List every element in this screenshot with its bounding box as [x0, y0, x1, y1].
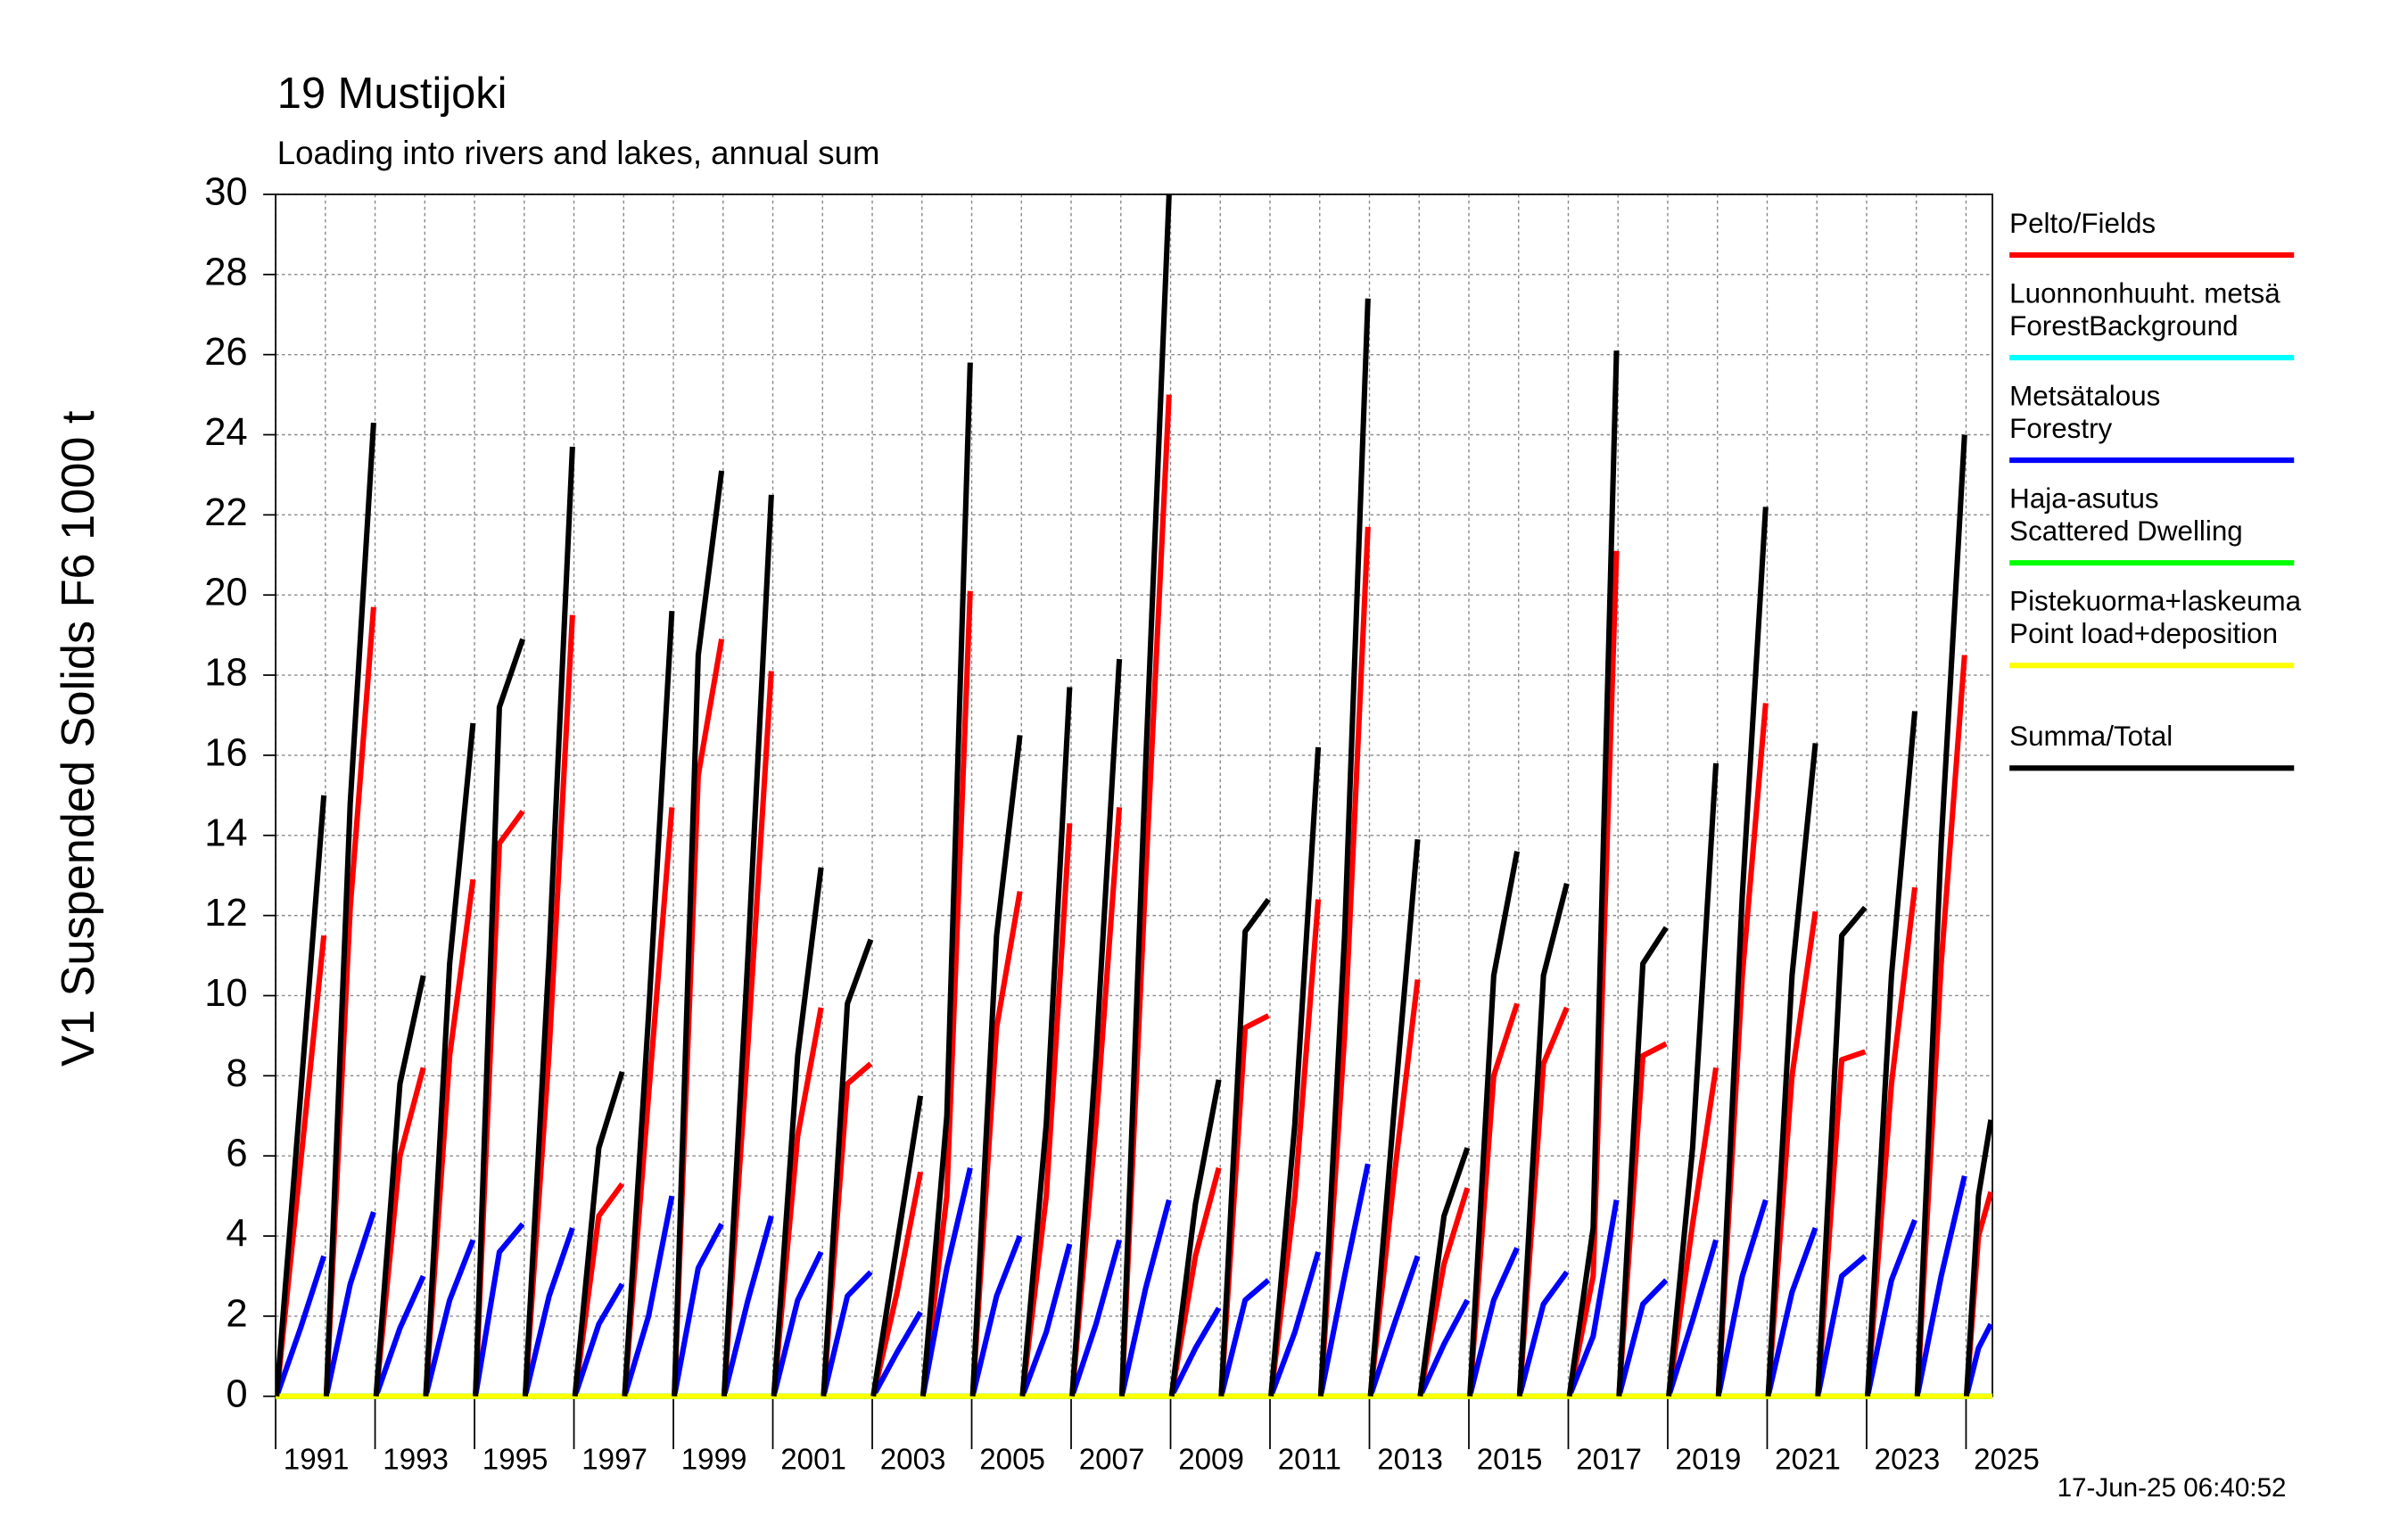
legend-label-line: Pistekuorma+laskeuma: [2009, 586, 2302, 617]
legend-label: Summa/Total: [2009, 721, 2173, 753]
x-tick-label: 2003: [880, 1444, 946, 1477]
x-tick-label: 2009: [1178, 1444, 1244, 1477]
y-tick-label: 12: [204, 892, 247, 935]
x-tick-label: 2021: [1775, 1444, 1841, 1477]
y-tick-label: 26: [204, 331, 247, 374]
y-tick-label: 8: [226, 1052, 247, 1095]
x-tick-label: 2007: [1079, 1444, 1145, 1477]
y-tick-label: 0: [226, 1372, 247, 1415]
y-tick-label: 18: [204, 652, 247, 695]
y-tick-label: 2: [226, 1292, 247, 1335]
y-tick-label: 16: [204, 731, 247, 774]
series-line: [276, 194, 1992, 1397]
series-line: [276, 1163, 1992, 1398]
x-tick-label: 1997: [581, 1444, 647, 1477]
x-tick-label: 2017: [1576, 1444, 1642, 1477]
x-tick-label: 1999: [681, 1444, 747, 1477]
timestamp: 17-Jun-25 06:40:52: [2058, 1473, 2287, 1503]
legend-label-line: Point load+deposition: [2009, 618, 2278, 649]
legend-label-line: Scattered Dwelling: [2009, 515, 2243, 547]
chart-subtitle: Loading into rivers and lakes, annual su…: [277, 135, 880, 171]
legend-label-line: Metsätalous: [2009, 381, 2160, 412]
x-tick-label: 2011: [1278, 1444, 1341, 1477]
series-line: [276, 394, 1992, 1397]
y-tick-label: 28: [204, 251, 247, 293]
y-tick-label: 4: [226, 1213, 247, 1256]
legend-label: Metsätalous Forestry: [2009, 381, 2160, 445]
legend-label: Luonnonhuuht. metsä ForestBackground: [2009, 278, 2280, 342]
x-tick-label: 1991: [284, 1444, 350, 1477]
y-tick-label: 6: [226, 1133, 247, 1175]
legend-label: Pelto/Fields: [2009, 208, 2156, 239]
x-tick-label: 2005: [979, 1444, 1045, 1477]
chart-title: 19 Mustijoki: [277, 70, 507, 118]
x-tick-label: 2023: [1875, 1444, 1941, 1477]
legend-label-line: Summa/Total: [2009, 721, 2173, 753]
x-tick-label: 1995: [482, 1444, 548, 1477]
x-tick-label: 2001: [780, 1444, 846, 1477]
x-tick-label: 2013: [1377, 1444, 1443, 1477]
x-tick-label: 2025: [1974, 1444, 2040, 1477]
legend-label-line: ForestBackground: [2009, 310, 2238, 342]
legend-label-line: Pelto/Fields: [2009, 208, 2156, 239]
x-tick-label: 2019: [1676, 1444, 1742, 1477]
y-axis-label: V1 Suspended Solids F6 1000 t: [53, 410, 104, 1067]
y-tick-label: 14: [204, 812, 247, 854]
x-tick-label: 2015: [1477, 1444, 1543, 1477]
legend-label-line: Haja-asutus: [2009, 483, 2158, 515]
y-tick-label: 10: [204, 972, 247, 1015]
y-tick-label: 20: [204, 572, 247, 614]
y-tick-label: 30: [204, 170, 247, 213]
x-tick-label: 1993: [383, 1444, 449, 1477]
legend-label: Haja-asutus Scattered Dwelling: [2009, 483, 2243, 548]
y-tick-label: 22: [204, 491, 247, 534]
legend-label-line: Forestry: [2009, 413, 2112, 444]
legend-label: Pistekuorma+laskeuma Point load+depositio…: [2009, 586, 2302, 650]
legend-label-line: Luonnonhuuht. metsä: [2009, 278, 2280, 309]
y-tick-label: 24: [204, 411, 247, 454]
